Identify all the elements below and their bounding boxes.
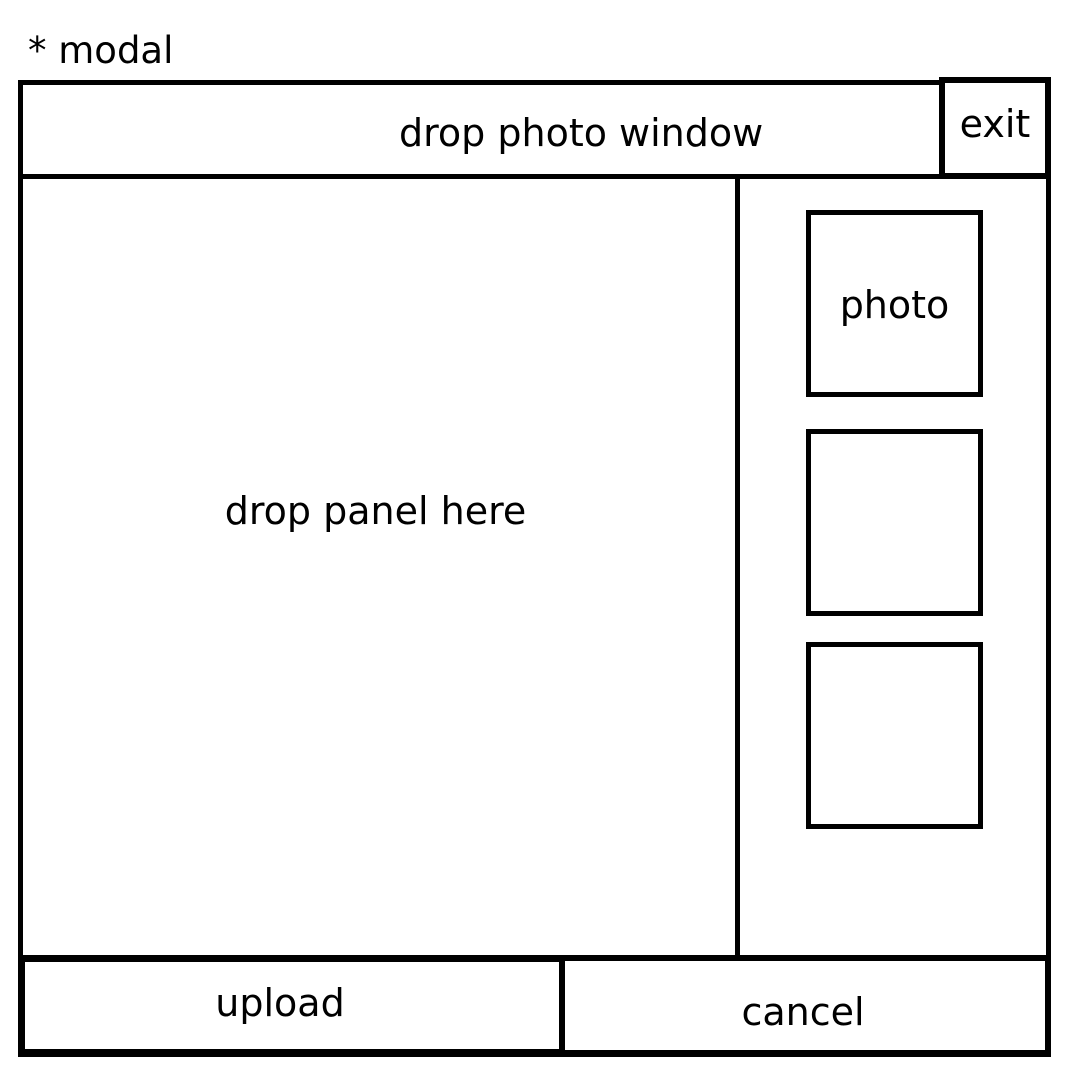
- drop-zone[interactable]: drop panel here: [18, 174, 743, 961]
- cancel-button-label: cancel: [741, 989, 865, 1034]
- exit-button-label: exit: [959, 102, 1031, 146]
- modal-annotation: * modal: [28, 29, 174, 72]
- photo-thumbnail-label: photo: [839, 282, 950, 327]
- drop-zone-label: drop panel here: [224, 488, 527, 533]
- photo-thumbnail[interactable]: photo: [806, 210, 983, 397]
- photo-thumbnail-empty[interactable]: [806, 642, 983, 829]
- upload-button[interactable]: upload: [18, 955, 566, 1056]
- upload-button-label: upload: [215, 980, 345, 1025]
- modal-title-bar: [18, 80, 945, 179]
- modal-title: drop photo window: [399, 111, 764, 155]
- photo-thumbnail-empty[interactable]: [806, 429, 983, 616]
- exit-button[interactable]: exit: [939, 77, 1051, 179]
- cancel-button[interactable]: cancel: [559, 955, 1051, 1056]
